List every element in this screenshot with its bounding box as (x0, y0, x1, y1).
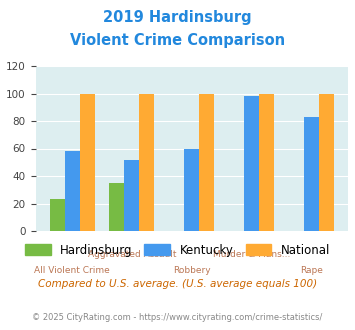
Bar (259, 93, 274, 231)
Bar (184, 148, 199, 231)
Legend: Hardinsburg, Kentucky, National: Hardinsburg, Kentucky, National (25, 244, 330, 256)
Text: Murder & Mans...: Murder & Mans... (213, 250, 290, 259)
Bar (140, 93, 154, 231)
Bar (80, 93, 94, 231)
Bar (244, 96, 259, 231)
Text: Robbery: Robbery (173, 266, 211, 275)
Bar (125, 159, 140, 231)
Text: Aggravated Assault: Aggravated Assault (88, 250, 176, 259)
Text: © 2025 CityRating.com - https://www.cityrating.com/crime-statistics/: © 2025 CityRating.com - https://www.city… (32, 314, 323, 322)
Bar (319, 93, 334, 231)
Text: 2019 Hardinsburg: 2019 Hardinsburg (103, 10, 252, 25)
Bar (50, 199, 65, 231)
Bar (199, 93, 214, 231)
Text: Violent Crime Comparison: Violent Crime Comparison (70, 33, 285, 48)
Text: Compared to U.S. average. (U.S. average equals 100): Compared to U.S. average. (U.S. average … (38, 279, 317, 289)
Bar (109, 183, 125, 231)
Text: All Violent Crime: All Violent Crime (34, 266, 110, 275)
Bar (304, 117, 319, 231)
Text: Rape: Rape (300, 266, 323, 275)
Bar (65, 151, 80, 231)
